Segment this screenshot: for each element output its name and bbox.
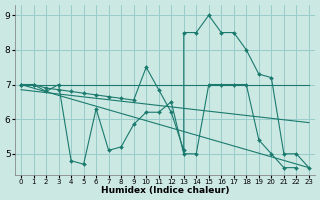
X-axis label: Humidex (Indice chaleur): Humidex (Indice chaleur) (101, 186, 229, 195)
